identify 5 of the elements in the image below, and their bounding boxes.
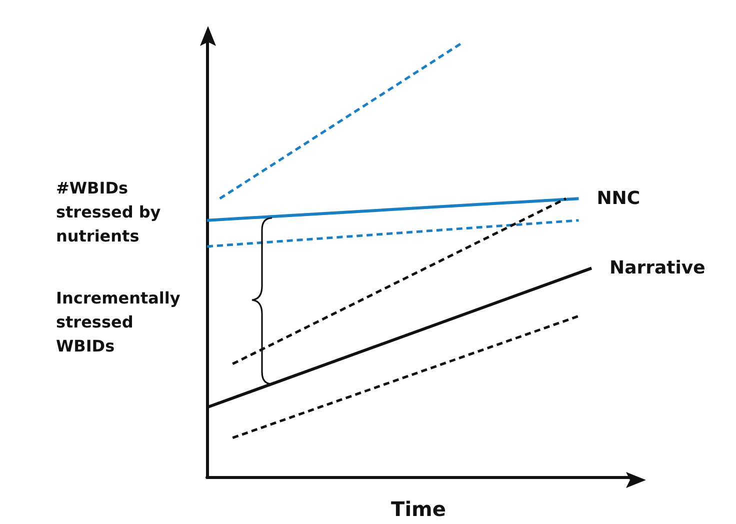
x-axis-title: Time [391,497,446,521]
text: Incrementally stressed WBIDs [56,288,186,356]
series-label: Narrative [610,258,706,279]
text: #WBIDs stressed by nutrients [56,178,166,246]
series-label: NNC [596,188,640,210]
